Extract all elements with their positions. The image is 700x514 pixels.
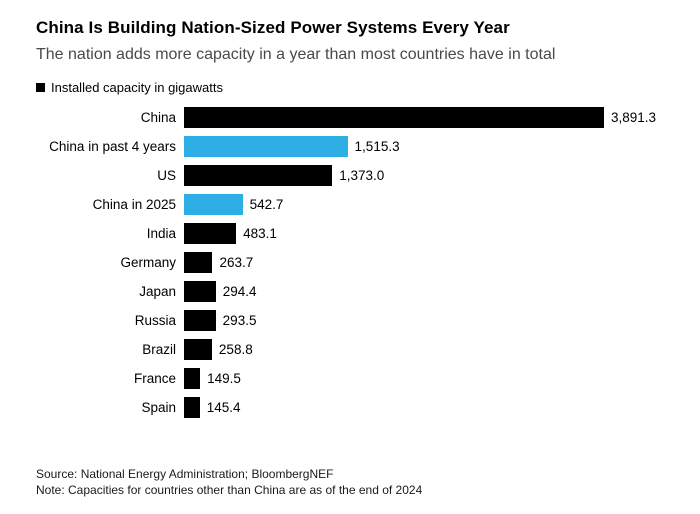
bar-track: 542.7 [184,194,664,215]
bar [184,223,237,244]
footnote: Note: Capacities for countries other tha… [36,483,423,497]
bar [184,252,213,273]
chart-row: Brazil 258.8 [36,335,664,364]
legend: Installed capacity in gigawatts [36,80,664,95]
category-label: France [133,371,176,386]
bar-track: 258.8 [184,339,664,360]
legend-label: Installed capacity in gigawatts [51,80,223,95]
category-label: India [146,226,176,241]
chart-row: India 483.1 [36,219,664,248]
category-label: China in past 4 years [49,139,176,154]
value-label: 3,891.3 [611,110,657,125]
value-label: 1,373.0 [339,168,385,183]
category-label: Russia [134,313,176,328]
value-label: 149.5 [207,371,241,386]
category-label: US [157,168,176,183]
chart-row: China 3,891.3 [36,103,664,132]
chart-row: China in 2025 542.7 [36,190,664,219]
chart-row: China in past 4 years 1,515.3 [36,132,664,161]
value-label: 542.7 [249,197,284,212]
chart-row: Spain 145.4 [36,393,664,422]
chart-row: US 1,373.0 [36,161,664,190]
bar-track: 483.1 [184,223,664,244]
bar-track: 1,373.0 [184,165,664,186]
bar [184,339,212,360]
bar-track: 263.7 [184,252,664,273]
value-label: 1,515.3 [354,139,400,154]
chart-title: China Is Building Nation-Sized Power Sys… [36,18,510,37]
bar [184,136,348,157]
bar [184,165,333,186]
value-label: 145.4 [206,400,241,415]
bar [184,281,216,302]
bar [184,194,243,215]
bar-chart: China 3,891.3 China in past 4 years 1,515.3… [36,103,664,422]
bar-track: 293.5 [184,310,664,331]
bar [184,310,216,331]
bar-track: 145.4 [184,397,664,418]
value-label: 294.4 [222,284,257,299]
bar-track: 1,515.3 [184,136,664,157]
bar [184,107,604,128]
value-label: 263.7 [219,255,254,270]
value-label: 483.1 [243,226,277,241]
bar-track: 149.5 [184,368,664,389]
legend-swatch-icon [36,83,45,92]
chart-row: Russia 293.5 [36,306,664,335]
chart-row: Germany 263.7 [36,248,664,277]
category-label: Germany [120,255,176,270]
bar [184,397,200,418]
category-label: China in 2025 [92,197,176,212]
value-label: 293.5 [222,313,257,328]
chart-row: France 149.5 [36,364,664,393]
bar [184,368,201,389]
source-note: Source: National Energy Administration; … [36,467,334,481]
chart-row: Japan 294.4 [36,277,664,306]
footer-notes: Source: National Energy Administration; … [36,466,664,498]
category-label: China [140,110,176,125]
category-label: Spain [141,400,176,415]
category-label: Brazil [142,342,176,357]
category-label: Japan [139,284,176,299]
chart-rows: China 3,891.3 China in past 4 years 1,515.3… [36,103,664,422]
bar-track: 3,891.3 [184,107,664,128]
bar-track: 294.4 [184,281,664,302]
value-label: 258.8 [218,342,253,357]
chart-subtitle: The nation adds more capacity in a year … [36,46,556,63]
